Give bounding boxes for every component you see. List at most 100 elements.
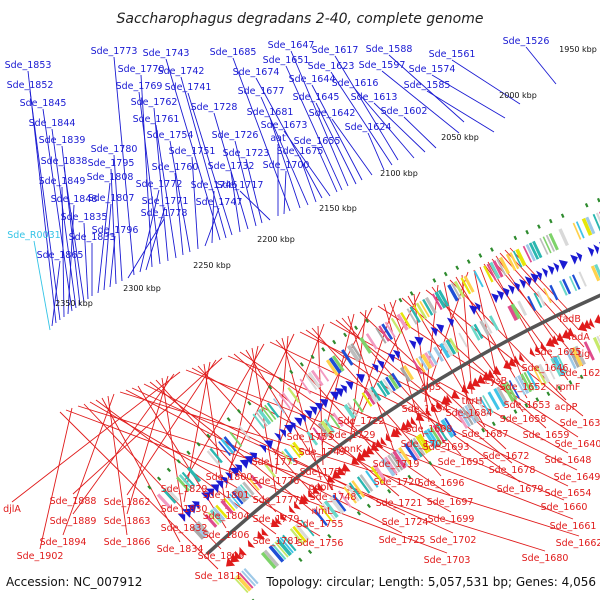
cds-forward-mark <box>355 373 365 384</box>
feature-color-mark <box>505 381 518 401</box>
cds-reverse-mark <box>341 462 351 472</box>
forward-gene-leader-line <box>140 74 153 268</box>
cds-reverse-mark <box>375 439 384 449</box>
cds-forward-mark <box>547 265 555 276</box>
genome-backbone <box>205 293 600 556</box>
forward-gene-leader-line <box>187 92 233 236</box>
cds-reverse-mark <box>466 380 476 390</box>
reverse-gene-label: Sde_1862 <box>104 497 151 508</box>
reverse-gene-label: rpmF <box>556 382 581 393</box>
feature-color-mark <box>539 237 549 255</box>
feature-dot-mark <box>513 235 518 241</box>
feature-color-mark <box>220 438 235 455</box>
reverse-gene-label: acpP <box>555 402 578 413</box>
feature-color-mark <box>444 417 457 436</box>
feature-color-mark <box>352 398 364 413</box>
feature-color-mark <box>473 270 484 288</box>
feature-color-mark <box>306 431 319 446</box>
feature-color-mark <box>229 431 243 447</box>
forward-gene-leader-line <box>311 84 363 181</box>
feature-color-mark <box>483 318 493 334</box>
feature-color-mark <box>590 265 600 282</box>
feature-color-mark <box>391 372 402 388</box>
cds-forward-mark <box>274 432 281 442</box>
feature-color-mark <box>289 444 301 459</box>
forward-gene-leader-line <box>431 74 506 119</box>
cds-reverse-mark <box>482 371 492 381</box>
feature-color-mark <box>255 411 268 427</box>
reverse-gene-label: Sde_1775 <box>252 457 299 468</box>
forward-gene-label: Sde_1807 <box>88 193 135 204</box>
feature-color-mark <box>196 520 210 536</box>
reverse-gene-label: Sde_1832 <box>161 523 208 534</box>
feature-color-mark <box>361 392 373 407</box>
feature-color-mark <box>544 361 556 380</box>
cds-reverse-mark <box>477 374 486 384</box>
forward-gene-leader-line <box>283 130 331 197</box>
forward-gene-leader-line <box>330 71 393 166</box>
feature-color-mark <box>470 325 481 341</box>
feature-color-mark <box>520 373 533 393</box>
feature-color-mark <box>331 355 345 372</box>
cds-reverse-mark <box>415 411 425 422</box>
feature-dot-mark <box>535 397 540 402</box>
reverse-gene-leader-line <box>425 289 584 417</box>
forward-gene-label: Sde_1772 <box>136 179 183 190</box>
reverse-gene-leader-line <box>161 377 185 522</box>
forward-gene-label: Sde_1602 <box>381 106 428 117</box>
feature-dot-mark <box>176 459 181 464</box>
forward-gene-label: Sde_1655 <box>294 136 341 147</box>
reverse-gene-label: Sde_1749 <box>299 447 346 458</box>
forward-gene-label: Sde_1778 <box>141 208 188 219</box>
feature-dot-mark <box>186 450 191 456</box>
feature-dot-mark <box>466 259 471 264</box>
cds-reverse-mark <box>492 365 502 376</box>
feature-color-mark <box>463 275 475 293</box>
cds-forward-mark <box>541 267 548 278</box>
forward-gene-label: Sde_1677 <box>238 86 285 97</box>
feature-color-mark <box>493 388 506 407</box>
cds-forward-mark <box>371 363 379 373</box>
forward-gene-leader-line <box>269 117 301 209</box>
feature-color-mark <box>445 339 457 355</box>
reverse-gene-leader-line <box>39 407 73 550</box>
cds-reverse-mark <box>503 359 512 370</box>
feature-color-mark <box>319 504 333 522</box>
forward-gene-label: Sde_1845 <box>20 98 67 109</box>
feature-dot-mark <box>568 380 573 385</box>
feature-color-mark <box>223 497 236 512</box>
cds-forward-mark <box>335 388 344 398</box>
feature-dot-mark <box>156 476 162 481</box>
cds-reverse-mark <box>513 355 521 366</box>
feature-dot-mark <box>524 403 529 408</box>
forward-gene-label: aat <box>270 133 286 144</box>
cds-forward-mark <box>314 402 323 412</box>
feature-dot-mark <box>481 427 486 433</box>
feature-color-mark <box>379 380 391 396</box>
reverse-gene-label: Sde_1698 <box>406 424 453 435</box>
feature-color-mark <box>281 391 294 407</box>
cds-forward-mark <box>201 492 211 501</box>
feature-color-mark <box>370 386 382 402</box>
reverse-gene-leader-line <box>305 329 521 483</box>
feature-color-mark <box>402 364 415 381</box>
cds-reverse-mark <box>280 512 288 521</box>
feature-color-mark <box>542 236 552 254</box>
feature-color-mark <box>220 499 234 514</box>
feature-color-mark <box>381 323 394 341</box>
feature-color-mark <box>332 412 344 427</box>
reverse-gene-label: Sde_1694 <box>402 404 449 415</box>
feature-color-mark <box>370 466 385 485</box>
feature-dot-mark <box>502 415 507 420</box>
feature-dot-mark <box>354 325 359 330</box>
feature-dot-mark <box>343 332 348 338</box>
feature-color-mark <box>420 353 433 370</box>
reverse-gene-label: Sde_1834 <box>157 544 204 555</box>
feature-color-mark <box>287 387 300 403</box>
feature-dot-mark <box>557 385 562 391</box>
cds-reverse-mark <box>519 352 525 363</box>
cds-forward-mark <box>436 323 445 334</box>
cds-forward-mark <box>177 513 186 522</box>
feature-color-mark <box>191 525 205 540</box>
forward-gene-leader-line <box>110 168 117 285</box>
